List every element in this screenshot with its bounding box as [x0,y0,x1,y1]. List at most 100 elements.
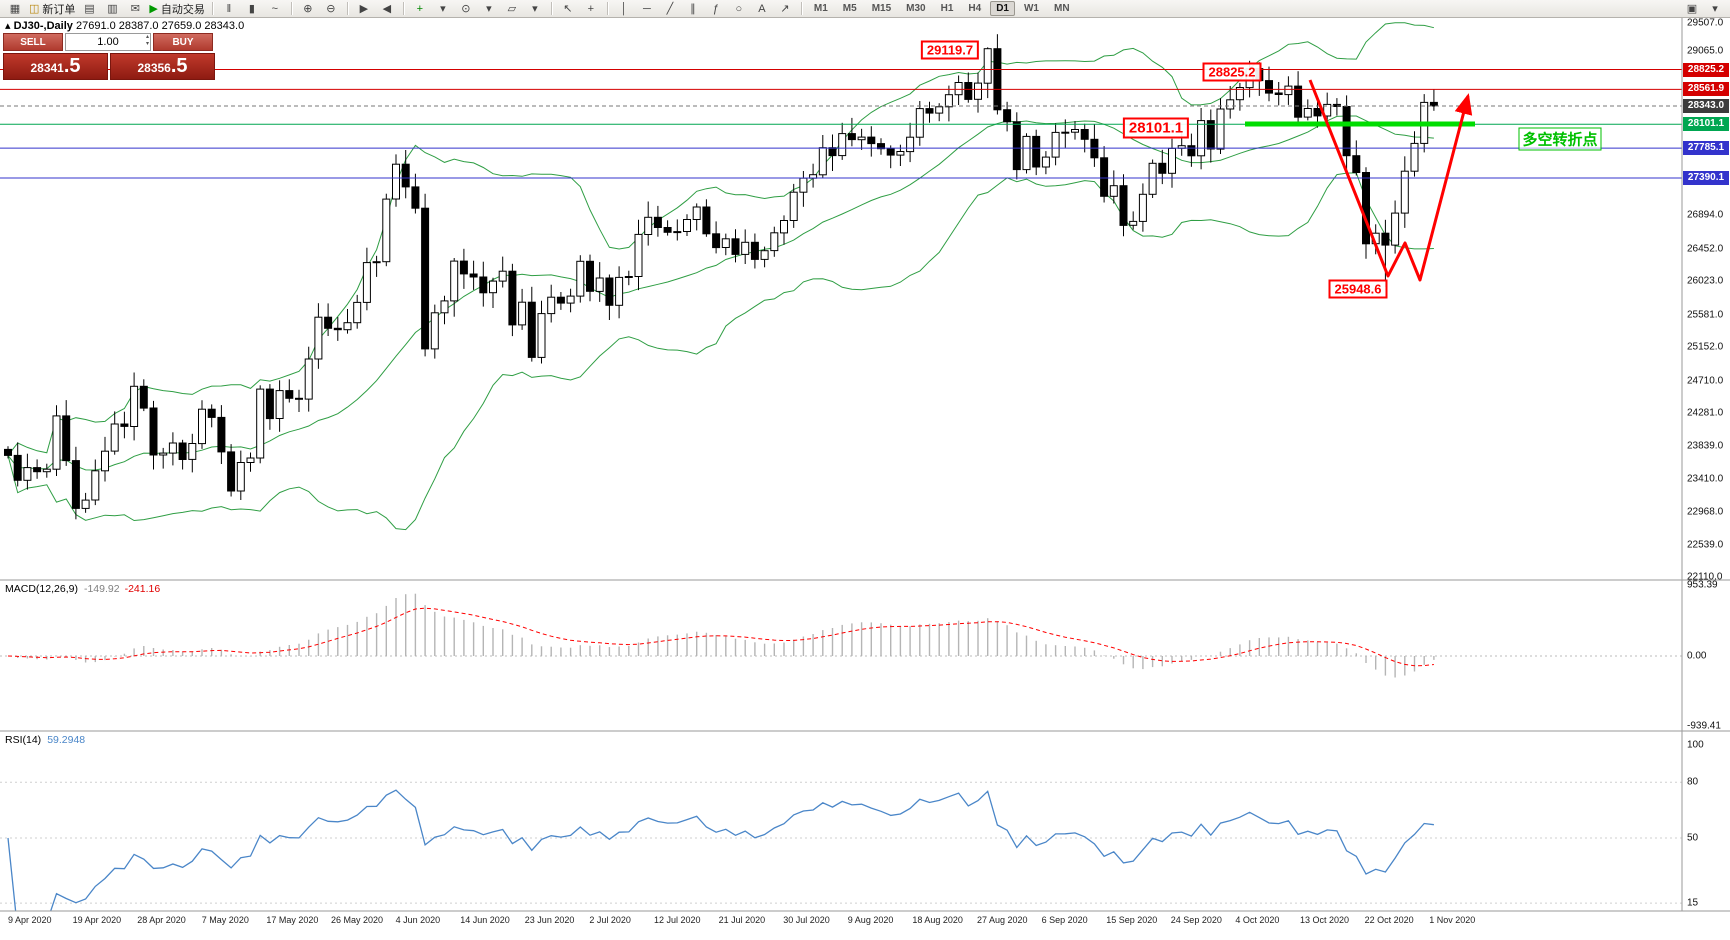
price-axis-badge: 28561.9 [1683,82,1729,97]
navigator-icon[interactable]: ▥ [101,1,123,17]
chart-symbol-icon: ▴ [5,20,11,32]
sell-price-display[interactable]: 28341.5 [3,53,108,80]
price-axis-label: 22539.0 [1687,539,1724,551]
date-axis-label: 4 Jun 2020 [395,915,441,925]
date-axis-label: 17 May 2020 [266,915,319,925]
date-axis-label: 30 Jul 2020 [783,915,830,925]
market-watch-icon: ▤ [84,2,95,15]
vertical-line-icon[interactable]: │ [613,1,635,17]
channel-icon[interactable]: ∥ [682,1,704,17]
periods-dropdown-icon[interactable]: ▾ [478,1,500,17]
trendline-icon: ╱ [666,2,674,15]
sell-price-main: 28341 [30,61,64,75]
fibonacci-icon: ƒ [712,2,719,15]
timeframe-h1-button[interactable]: H1 [940,3,954,14]
templates-icon: ▱ [507,2,517,15]
new-order-button-label: 新订单 [42,3,76,16]
date-axis-label: 15 Sep 2020 [1106,915,1158,925]
volume-value: 1.00 [97,36,119,48]
terminal-mail-icon[interactable]: ✉ [124,1,146,17]
toolbar-separator [800,2,802,15]
date-axis-label: 23 Jun 2020 [524,915,575,925]
date-axis-label: 26 May 2020 [331,915,384,925]
price-axis-label: 26452.0 [1687,243,1724,255]
zoom-in-icon[interactable]: ⊕ [297,1,319,17]
auto-scroll-icon[interactable]: ▶ [353,1,375,17]
price-chart-svg[interactable] [0,18,1730,940]
rsi-axis-label: 50 [1687,832,1699,844]
bar-chart-icon: ‖ [226,2,232,15]
date-axis-label: 24 Sep 2020 [1170,915,1222,925]
autotrading-button[interactable]: ▶ 自动交易 [147,1,206,17]
candlestick-chart-icon: ▮ [248,2,255,15]
toolbar-separator [290,2,292,15]
toolbar-separator [402,2,404,15]
timeframe-m15-button[interactable]: M15 [871,3,892,14]
text-icon[interactable]: A [751,1,773,17]
timeframe-m5-button[interactable]: M5 [842,3,857,14]
chart-area[interactable]: ▴ DJ30-,Daily 27691.0 28387.0 27659.0 28… [0,18,1730,940]
window-tile-icon: ▣ [1686,2,1698,15]
price-axis-badge: 27785.1 [1683,141,1729,156]
autotrading-play-icon: ▶ [149,2,158,15]
timeframe-d1-button[interactable]: D1 [990,1,1015,16]
date-axis-label: 1 Nov 2020 [1429,915,1476,925]
arrow-tool-icon: ↗ [780,2,790,15]
toolbar: ▦ ◫ 新订单 ▤ ▥ ✉ ▶ 自动交易 ‖ ▮ ~ ⊕ ⊖ ▶ ◀ + ▾ ⊙ ▾ ▱ ▾ ↖ + │ ─ ╱ ∥ ƒ ○ A ↗ M1 M5… [0,0,1730,18]
sell-button[interactable]: SELL [3,33,63,51]
price-axis-badge: 27390.1 [1683,170,1729,185]
price-axis-label: 29065.0 [1687,45,1724,57]
periods-icon[interactable]: ⊙ [455,1,477,17]
toolbar-options-icon[interactable]: ▾ [1704,1,1726,17]
fibonacci-icon[interactable]: ƒ [705,1,727,17]
price-axis-label: 25152.0 [1687,341,1724,353]
horizontal-line-icon[interactable]: ─ [636,1,658,17]
chart-shift-icon[interactable]: ◀ [376,1,398,17]
line-chart-icon[interactable]: ~ [264,1,286,17]
vertical-line-icon: │ [620,2,628,15]
volume-input[interactable]: 1.00 ▴ ▾ [65,33,151,51]
spin-down-icon[interactable]: ▾ [145,41,149,47]
templates-dropdown-icon[interactable]: ▾ [524,1,546,17]
date-axis-label: 13 Oct 2020 [1300,915,1350,925]
buy-button[interactable]: BUY [153,33,213,51]
cursor-icon[interactable]: ↖ [557,1,579,17]
date-axis-label: 4 Oct 2020 [1235,915,1280,925]
date-axis-label: 14 Jun 2020 [460,915,510,925]
chart-window-icon[interactable]: ▦ [4,1,26,17]
templates-icon[interactable]: ▱ [501,1,523,17]
timeframe-mn-button[interactable]: MN [1053,3,1070,14]
spin-up-icon[interactable]: ▴ [145,34,149,40]
date-axis-label: 9 Apr 2020 [8,915,52,925]
date-axis-label: 2 Jul 2020 [589,915,631,925]
arrow-tool-icon[interactable]: ↗ [774,1,796,17]
trendline-icon[interactable]: ╱ [659,1,681,17]
indicators-icon[interactable]: + [409,1,431,17]
price-axis-label: 23839.0 [1687,440,1724,452]
volume-spinner[interactable]: ▴ ▾ [146,34,149,48]
indicators-dropdown-icon[interactable]: ▾ [432,1,454,17]
window-tile-icon[interactable]: ▣ [1681,1,1703,17]
shapes-icon[interactable]: ○ [728,1,750,17]
channel-icon: ∥ [690,2,696,15]
timeframe-w1-button[interactable]: W1 [1023,3,1039,14]
crosshair-icon: + [587,2,595,15]
new-order-button[interactable]: ◫ 新订单 [27,1,77,17]
timeframe-m1-button[interactable]: M1 [813,3,828,14]
autotrading-button-label: 自动交易 [160,3,205,16]
candlestick-chart-icon[interactable]: ▮ [241,1,263,17]
market-watch-icon[interactable]: ▤ [78,1,100,17]
date-axis-label: 7 May 2020 [201,915,249,925]
crosshair-icon[interactable]: + [580,1,602,17]
bar-chart-icon[interactable]: ‖ [218,1,240,17]
price-axis-badge: 28343.0 [1683,98,1729,113]
timeframe-h4-button[interactable]: H4 [968,3,982,14]
buy-price-display[interactable]: 28356.5 [110,53,215,80]
indicators-dropdown-icon: ▾ [440,2,446,15]
price-axis-label: 25581.0 [1687,309,1724,321]
price-axis-label: 26894.0 [1687,209,1724,221]
timeframe-m30-button[interactable]: M30 [906,3,926,14]
macd-main-value: -149.92 [83,583,120,595]
zoom-out-icon[interactable]: ⊖ [320,1,342,17]
price-axis-label: 26023.0 [1687,275,1724,287]
